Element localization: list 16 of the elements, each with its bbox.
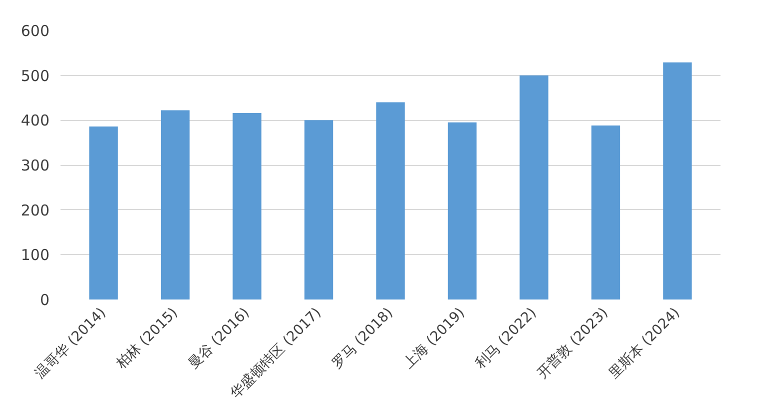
y-tick-label: 500 xyxy=(20,66,50,85)
y-tick-label: 300 xyxy=(20,156,50,174)
y-tick-label: 100 xyxy=(20,246,50,264)
y-tick-label: 600 xyxy=(20,22,50,40)
bar xyxy=(448,122,477,300)
bar xyxy=(376,102,405,300)
bar xyxy=(663,62,692,300)
y-tick-label: 400 xyxy=(20,112,50,130)
y-tick-label: 200 xyxy=(20,201,50,220)
bar xyxy=(304,120,334,300)
bar xyxy=(591,126,620,300)
bar xyxy=(160,110,190,300)
bar xyxy=(232,112,262,300)
bar xyxy=(89,126,118,300)
y-tick-label: 0 xyxy=(40,291,50,309)
bar xyxy=(520,75,548,300)
